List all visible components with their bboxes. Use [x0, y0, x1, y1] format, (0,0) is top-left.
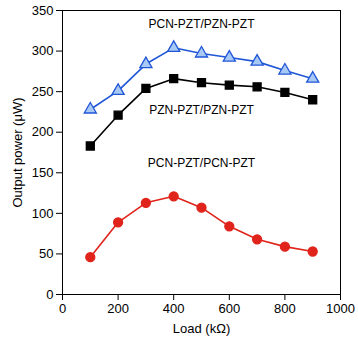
svg-text:Load (kΩ): Load (kΩ) [173, 321, 230, 336]
svg-text:800: 800 [274, 301, 296, 316]
svg-text:1000: 1000 [326, 301, 355, 316]
svg-text:300: 300 [32, 43, 54, 58]
svg-text:50: 50 [39, 246, 53, 261]
svg-text:PZN-PZT/PZN-PZT: PZN-PZT/PZN-PZT [149, 103, 254, 117]
svg-text:100: 100 [32, 206, 54, 221]
svg-text:Output power (μW): Output power (μW) [10, 97, 25, 207]
svg-text:0: 0 [46, 287, 53, 302]
svg-text:200: 200 [32, 124, 54, 139]
svg-text:PCN-PZT/PCN-PZT: PCN-PZT/PCN-PZT [148, 156, 256, 170]
svg-text:150: 150 [32, 165, 54, 180]
svg-text:250: 250 [32, 84, 54, 99]
svg-text:400: 400 [163, 301, 185, 316]
svg-text:600: 600 [218, 301, 240, 316]
svg-text:0: 0 [59, 301, 66, 316]
svg-text:PCN-PZT/PZN-PZT: PCN-PZT/PZN-PZT [149, 17, 256, 31]
svg-text:200: 200 [107, 301, 129, 316]
svg-text:350: 350 [32, 3, 54, 18]
